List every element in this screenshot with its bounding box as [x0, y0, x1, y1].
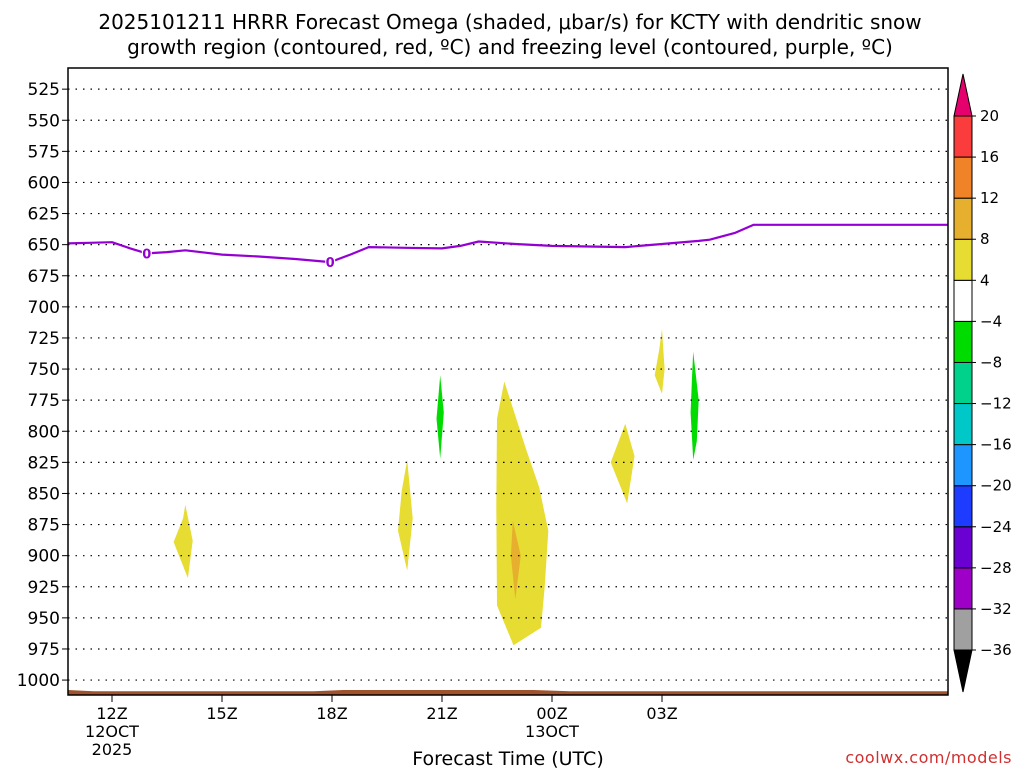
- surface-terrain-band: [68, 690, 948, 695]
- x-tick-label-03Z: 03Z: [646, 704, 677, 723]
- colorbar-label--4: −4: [980, 312, 1002, 330]
- omega-region-yellow-2200-2315: [496, 381, 549, 646]
- colorbar-segment-2: [953, 526, 973, 569]
- y-tick-label-900: 900: [28, 547, 60, 567]
- y-tick-label-750: 750: [28, 360, 60, 380]
- colorbar-label-8: 8: [980, 230, 990, 248]
- chart-title-line-1: 2025101211 HRRR Forecast Omega (shaded, …: [98, 10, 921, 34]
- colorbar-segment-11: [953, 156, 973, 199]
- freezing-level-label-bg-1: [325, 254, 336, 270]
- y-tick-label-575: 575: [28, 142, 60, 162]
- colorbar-segment-10: [953, 197, 973, 240]
- x-tick-date-00Z: 13OCT: [525, 722, 579, 741]
- y-tick-label-675: 675: [28, 267, 60, 287]
- x-tick-label-15Z: 15Z: [206, 704, 237, 723]
- y-tick-label-600: 600: [28, 173, 60, 193]
- y-tick-label-825: 825: [28, 453, 60, 473]
- y-tick-label-975: 975: [28, 640, 60, 660]
- y-tick-label-925: 925: [28, 578, 60, 598]
- y-tick-label-550: 550: [28, 111, 60, 131]
- y-tick-label-950: 950: [28, 609, 60, 629]
- freezing-level-label-0: 0: [142, 247, 151, 262]
- x-tick-label-21Z: 21Z: [426, 704, 457, 723]
- colorbar-label--12: −12: [980, 395, 1012, 413]
- omega-region-orange-2240-2320: [510, 520, 521, 600]
- omega-region-yellow-0300-0330: [654, 329, 665, 394]
- colorbar-label-12: 12: [980, 189, 999, 207]
- colorbar-label--8: −8: [980, 353, 1002, 371]
- colorbar-segment-1: [953, 567, 973, 610]
- colorbar-segment-8: [953, 279, 973, 322]
- omega-region-green-0320-0350: [690, 351, 699, 460]
- omega-region-yellow-1400-1450: [173, 504, 193, 579]
- y-tick-label-800: 800: [28, 422, 60, 442]
- colorbar-segment-4: [953, 444, 973, 487]
- omega-region-green-2100-2135: [436, 375, 444, 459]
- colorbar-label-4: 4: [980, 271, 990, 289]
- colorbar-segment-5: [953, 403, 973, 446]
- x-tick-label-12Z: 12Z: [96, 704, 127, 723]
- colorbar-label-20: 20: [980, 107, 999, 125]
- x-tick-label-18Z: 18Z: [316, 704, 347, 723]
- x-tick-label-00Z: 00Z: [536, 704, 567, 723]
- x-tick-year-12Z: 2025: [92, 740, 133, 759]
- colorbar-arrow-high: [953, 73, 973, 117]
- chart-title-line-2: growth region (contoured, red, ºC) and f…: [127, 35, 893, 59]
- colorbar-label--36: −36: [980, 641, 1012, 659]
- y-tick-label-725: 725: [28, 329, 60, 349]
- plot-frame: [67, 67, 949, 696]
- freezing-level-label-bg-0: [141, 245, 152, 261]
- x-tick-date-12Z: 12OCT: [85, 722, 139, 741]
- freezing-level-line: [67, 223, 948, 264]
- colorbar-label--28: −28: [980, 559, 1012, 577]
- y-tick-label-1000: 1000: [17, 671, 60, 691]
- credit-watermark: coolwx.com/models: [845, 748, 1012, 767]
- y-tick-label-875: 875: [28, 516, 60, 536]
- y-tick-label-625: 625: [28, 205, 60, 225]
- freezing-level-label-1: 0: [326, 256, 335, 271]
- colorbar-segment-12: [953, 115, 973, 158]
- colorbar-segment-0: [953, 608, 973, 651]
- y-tick-label-525: 525: [28, 80, 60, 100]
- y-tick-label-650: 650: [28, 236, 60, 256]
- omega-region-yellow-0150-0220: [610, 423, 635, 504]
- colorbar-segment-7: [953, 320, 973, 363]
- colorbar-arrow-low: [953, 649, 973, 693]
- y-tick-label-850: 850: [28, 484, 60, 504]
- colorbar-label-16: 16: [980, 148, 999, 166]
- colorbar-label--20: −20: [980, 477, 1012, 495]
- colorbar-segment-3: [953, 485, 973, 528]
- y-tick-label-700: 700: [28, 298, 60, 318]
- colorbar-segment-6: [953, 361, 973, 405]
- y-tick-label-775: 775: [28, 391, 60, 411]
- omega-region-yellow-2000-2030: [398, 459, 413, 571]
- colorbar-label--24: −24: [980, 518, 1012, 536]
- colorbar-label--16: −16: [980, 436, 1012, 454]
- colorbar-segment-9: [953, 238, 973, 281]
- x-axis-title: Forecast Time (UTC): [412, 748, 603, 768]
- colorbar-label--32: −32: [980, 600, 1012, 618]
